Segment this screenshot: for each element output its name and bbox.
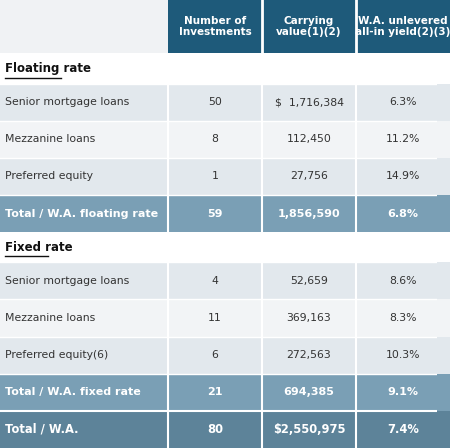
Text: Floating rate: Floating rate	[5, 62, 91, 75]
Bar	[262, 336, 356, 374]
Text: 6: 6	[212, 350, 218, 360]
Bar	[168, 158, 262, 195]
Bar	[262, 158, 356, 195]
Bar	[0, 53, 437, 84]
Bar	[356, 121, 450, 158]
Text: Senior mortgage loans: Senior mortgage loans	[5, 97, 129, 107]
Bar	[356, 262, 450, 299]
Text: 27,756: 27,756	[290, 172, 328, 181]
Bar	[0, 299, 168, 336]
Bar	[356, 195, 450, 232]
Bar	[168, 299, 262, 336]
Bar	[0, 262, 168, 299]
Bar	[0, 84, 168, 121]
Bar	[168, 336, 262, 374]
Text: 6.8%: 6.8%	[388, 209, 419, 219]
Bar	[168, 84, 262, 121]
Text: 7.4%: 7.4%	[387, 423, 419, 436]
Text: Preferred equity: Preferred equity	[5, 172, 93, 181]
Bar	[168, 262, 262, 299]
Bar	[168, 195, 262, 232]
Text: Mezzanine loans: Mezzanine loans	[5, 134, 96, 144]
Bar	[0, 374, 168, 411]
Text: 11.2%: 11.2%	[386, 134, 420, 144]
Text: 4: 4	[212, 276, 218, 286]
Text: 21: 21	[207, 387, 223, 397]
Text: $2,550,975: $2,550,975	[273, 423, 345, 436]
Text: 272,563: 272,563	[287, 350, 331, 360]
Text: 6.3%: 6.3%	[389, 97, 417, 107]
Text: Fixed rate: Fixed rate	[5, 241, 73, 254]
Text: 369,163: 369,163	[287, 313, 331, 323]
Bar	[0, 411, 168, 448]
Text: 1,856,590: 1,856,590	[278, 209, 340, 219]
Bar	[168, 0, 262, 53]
Text: 59: 59	[207, 209, 223, 219]
Text: 8: 8	[212, 134, 218, 144]
Bar	[262, 0, 356, 53]
Text: Senior mortgage loans: Senior mortgage loans	[5, 276, 129, 286]
Bar	[262, 262, 356, 299]
Text: 112,450: 112,450	[287, 134, 331, 144]
Bar	[356, 0, 450, 53]
Bar	[262, 84, 356, 121]
Bar	[168, 411, 262, 448]
Text: $  1,716,384: $ 1,716,384	[275, 97, 344, 107]
Text: 8.3%: 8.3%	[389, 313, 417, 323]
Bar	[356, 158, 450, 195]
Bar	[356, 84, 450, 121]
Bar	[356, 411, 450, 448]
Text: 10.3%: 10.3%	[386, 350, 420, 360]
Bar	[0, 195, 168, 232]
Text: Total / W.A. floating rate: Total / W.A. floating rate	[5, 209, 159, 219]
Bar	[0, 336, 168, 374]
Bar	[262, 121, 356, 158]
Bar	[168, 121, 262, 158]
Text: Total / W.A.: Total / W.A.	[5, 423, 79, 436]
Bar	[0, 0, 168, 53]
Bar	[262, 411, 356, 448]
Text: 694,385: 694,385	[284, 387, 335, 397]
Bar	[356, 336, 450, 374]
Text: 8.6%: 8.6%	[389, 276, 417, 286]
Text: 1: 1	[212, 172, 218, 181]
Text: W.A. unlevered
all-in yield(2)(3): W.A. unlevered all-in yield(2)(3)	[355, 16, 451, 38]
Bar	[262, 195, 356, 232]
Bar	[0, 232, 437, 262]
Bar	[356, 299, 450, 336]
Text: Preferred equity(6): Preferred equity(6)	[5, 350, 108, 360]
Bar	[356, 374, 450, 411]
Bar	[262, 374, 356, 411]
Text: Total / W.A. fixed rate: Total / W.A. fixed rate	[5, 387, 141, 397]
Text: 80: 80	[207, 423, 223, 436]
Bar	[262, 299, 356, 336]
Text: 14.9%: 14.9%	[386, 172, 420, 181]
Text: Number of
Investments: Number of Investments	[179, 16, 251, 38]
Text: 52,659: 52,659	[290, 276, 328, 286]
Bar	[168, 374, 262, 411]
Text: Mezzanine loans: Mezzanine loans	[5, 313, 96, 323]
Text: Carrying
value(1)(2): Carrying value(1)(2)	[276, 16, 342, 38]
Bar	[0, 121, 168, 158]
Bar	[0, 158, 168, 195]
Text: 11: 11	[208, 313, 222, 323]
Text: 9.1%: 9.1%	[388, 387, 419, 397]
Text: 50: 50	[208, 97, 222, 107]
